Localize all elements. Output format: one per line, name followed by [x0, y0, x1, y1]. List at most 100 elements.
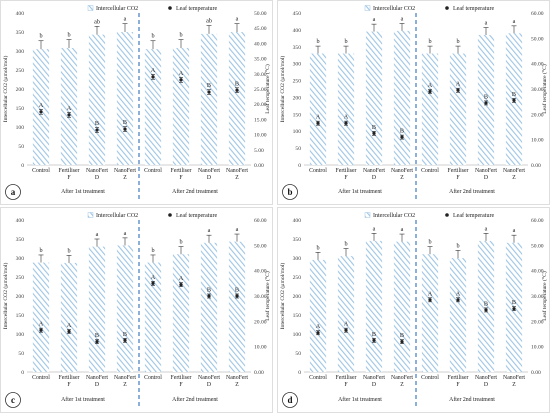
x-tick-label: Fertiliser	[171, 168, 192, 174]
group-label: After 1st treatment	[338, 396, 382, 403]
temp-sig-letter: A	[344, 321, 349, 328]
co2-bar	[228, 32, 246, 165]
temp-sig-letter: A	[428, 290, 433, 297]
temp-point	[39, 328, 43, 332]
x-tick-label: D	[372, 382, 376, 388]
y2-tick-label: 20.00	[531, 112, 544, 118]
co2-bar	[365, 31, 383, 166]
co2-sig-letter: a	[513, 18, 516, 25]
co2-sig-letter: b	[151, 247, 154, 254]
y-tick-label: 300	[16, 49, 25, 55]
x-tick-label: Control	[309, 168, 327, 174]
co2-sig-letter: b	[39, 33, 42, 40]
y-tick-label: 150	[293, 313, 302, 319]
x-tick-label: F	[344, 175, 348, 181]
temp-sig-letter: A	[456, 81, 461, 88]
temp-sig-letter: A	[39, 102, 44, 109]
temp-point	[67, 329, 71, 334]
y-tick-label: 450	[293, 11, 302, 17]
legend-label-bar: Intercellular CO2	[96, 6, 138, 12]
co2-bar	[88, 34, 106, 165]
x-tick-label: Control	[309, 375, 327, 381]
x-tick-label: D	[484, 175, 488, 181]
co2-sig-letter: b	[316, 244, 319, 251]
co2-bar	[144, 49, 162, 165]
temp-point	[512, 98, 516, 102]
x-tick-label: NanoFert	[391, 168, 413, 174]
co2-sig-letter: a	[485, 20, 488, 27]
y-tick-label: 200	[16, 87, 25, 93]
y2-tick-label: 30.00	[254, 72, 267, 78]
co2-sig-letter: b	[67, 247, 70, 254]
y2-tick-label: 10.00	[531, 345, 544, 351]
x-tick-label: Control	[32, 375, 50, 381]
chart-panel-a: 0 50 100 150 200 250 300 350 400 0.00 5.00 10.00 15.…	[0, 0, 273, 205]
temp-point	[372, 131, 376, 135]
group-label: After 2nd treatment	[172, 396, 218, 403]
co2-bar	[477, 240, 495, 372]
y-tick-label: 400	[16, 218, 25, 224]
y2-tick-label: 10.00	[254, 345, 267, 351]
y-tick-label: 350	[293, 237, 302, 243]
y2-tick-label: 60.00	[531, 218, 544, 224]
x-tick-label: NanoFert	[86, 375, 108, 381]
co2-bar	[393, 30, 411, 165]
x-tick-label: NanoFert	[86, 168, 108, 174]
y2-tick-label: 45.00	[254, 26, 267, 32]
y-tick-label: 0	[21, 370, 24, 376]
x-tick-label: Fertiliser	[448, 168, 469, 174]
co2-bar	[477, 34, 495, 166]
x-tick-label: D	[484, 382, 488, 388]
x-tick-label: F	[67, 175, 71, 181]
y2-tick-label: 0.00	[531, 163, 541, 169]
y2-tick-label: 50.00	[254, 243, 267, 249]
temp-sig-letter: B	[484, 300, 488, 307]
y-tick-label: 50	[18, 144, 24, 150]
x-tick-label: Z	[123, 175, 127, 181]
y2-tick-label: 50.00	[531, 243, 544, 249]
co2-sig-letter: b	[316, 38, 319, 45]
co2-sig-letter: b	[39, 247, 42, 254]
co2-sig-letter: a	[513, 227, 516, 234]
y2-tick-label: 40.00	[254, 269, 267, 275]
temp-point	[484, 308, 488, 312]
temp-sig-letter: A	[456, 290, 461, 297]
co2-bar	[449, 258, 467, 372]
co2-sig-letter: a	[124, 16, 127, 23]
x-tick-label: F	[179, 175, 183, 181]
x-tick-label: D	[95, 382, 99, 388]
temp-sig-letter: B	[512, 299, 516, 306]
co2-sig-letter: a	[373, 225, 376, 232]
y-tick-label: 50	[295, 351, 301, 357]
x-tick-label: NanoFert	[114, 168, 136, 174]
temp-point	[344, 121, 348, 125]
temp-sig-letter: A	[39, 321, 44, 328]
temp-sig-letter: B	[512, 91, 516, 98]
temp-sig-letter: B	[207, 82, 211, 89]
chart-panel-b: 0 50 100 150 200 250 300 350 400 450 0.00 10.00 20.0…	[277, 0, 550, 205]
panel-label: a	[11, 187, 16, 197]
x-tick-label: NanoFert	[391, 375, 413, 381]
y-tick-label: 150	[16, 106, 25, 112]
temp-point	[372, 338, 376, 342]
y2-tick-label: 40.00	[531, 62, 544, 68]
temp-point	[95, 128, 99, 132]
temp-sig-letter: A	[179, 70, 184, 77]
y-tick-label: 400	[16, 11, 25, 17]
temp-point	[456, 88, 460, 92]
x-tick-label: Fertiliser	[336, 375, 357, 381]
x-tick-label: Fertiliser	[59, 168, 80, 174]
temp-sig-letter: B	[95, 120, 99, 127]
panel-label: c	[11, 395, 15, 405]
y2-tick-label: 50.00	[531, 36, 544, 42]
co2-sig-letter: a	[96, 231, 99, 238]
temp-sig-letter: A	[179, 275, 184, 282]
y-tick-label: 0	[21, 163, 24, 169]
group-label: After 2nd treatment	[172, 188, 218, 195]
y2-tick-label: 30.00	[531, 87, 544, 93]
co2-sig-letter: a	[373, 16, 376, 23]
co2-bar	[337, 256, 355, 372]
co2-bar	[144, 262, 162, 372]
legend-label-point: Leaf temperature	[176, 212, 217, 219]
